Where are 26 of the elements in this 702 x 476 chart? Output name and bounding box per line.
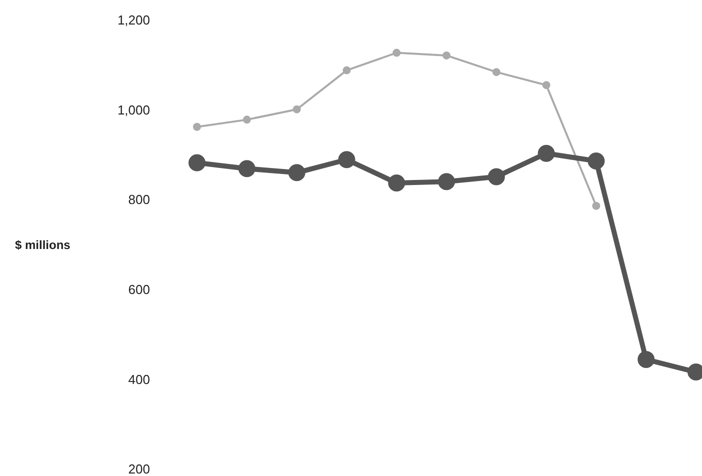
point: [292, 105, 301, 114]
point: [188, 154, 206, 172]
y-tick-label: 1,200: [117, 12, 150, 28]
point: [193, 122, 201, 131]
point: [392, 48, 401, 57]
point: [492, 68, 500, 76]
point: [588, 152, 605, 170]
y-tick-label: 400: [128, 372, 150, 387]
point: [542, 81, 550, 90]
point: [338, 151, 356, 168]
y-tick-label: 600: [128, 282, 150, 298]
point: [238, 160, 256, 178]
y-tick-label: 200: [128, 462, 150, 476]
point: [242, 116, 251, 124]
y-axis-title: $ millions: [15, 238, 71, 252]
y-tick-label: 1,000: [117, 102, 150, 118]
point: [288, 164, 306, 182]
point: [388, 174, 406, 192]
point: [638, 350, 655, 368]
y-tick-label: 800: [128, 192, 150, 208]
point: [442, 51, 450, 60]
point: [538, 144, 555, 162]
point: [592, 202, 600, 210]
point: [488, 168, 505, 186]
point: [342, 66, 351, 74]
point: [438, 173, 455, 190]
